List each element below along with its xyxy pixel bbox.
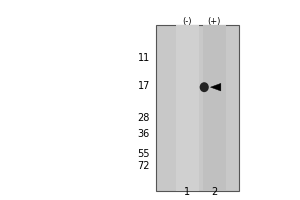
Text: 55: 55 — [137, 149, 150, 159]
Text: (-): (-) — [182, 17, 192, 26]
Bar — [156, 25, 239, 191]
Text: 72: 72 — [137, 161, 150, 171]
Polygon shape — [211, 83, 221, 91]
Text: 36: 36 — [138, 129, 150, 139]
Text: 2: 2 — [211, 187, 217, 197]
Text: 28: 28 — [138, 113, 150, 123]
Text: 1: 1 — [184, 187, 190, 197]
Ellipse shape — [200, 82, 209, 92]
Bar — [202, 25, 226, 191]
Text: 17: 17 — [138, 81, 150, 91]
Text: 11: 11 — [138, 53, 150, 63]
Bar — [176, 25, 199, 191]
Text: (+): (+) — [208, 17, 221, 26]
